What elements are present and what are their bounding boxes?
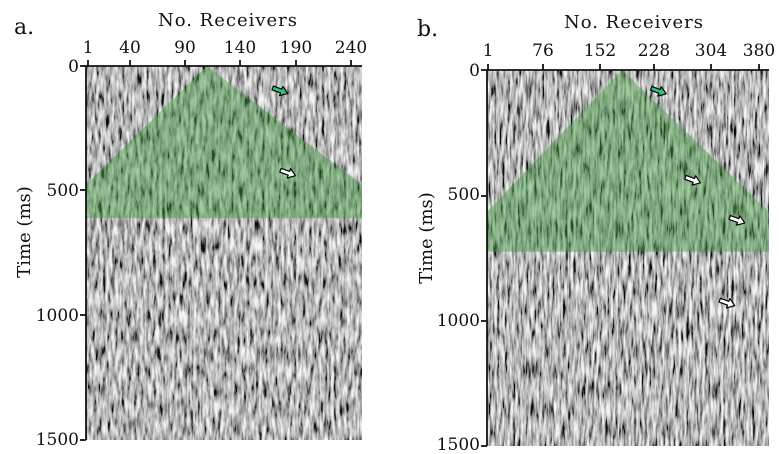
panel-a-axes <box>80 60 362 441</box>
panel-b-ytick-label: 1500 <box>437 435 480 454</box>
panel-a-xtick-label: 240 <box>335 38 367 58</box>
panel-b-ytick-label: 1000 <box>437 311 480 331</box>
panel-a-ylabel: Time (ms) <box>14 186 35 278</box>
panel-a-seismic-texture <box>86 66 362 440</box>
panel-b-xlabel: No. Receivers <box>564 12 704 33</box>
panel-a-yticklabels: 0 500 1000 1500 <box>36 57 79 450</box>
panel-a-xlabel: No. Receivers <box>158 10 298 31</box>
panel-b-xtick-label: 380 <box>743 41 775 61</box>
panel-a-green-mask <box>86 66 362 219</box>
panel-a-xtick-label: 90 <box>174 38 196 58</box>
panel-a-ytick-label: 500 <box>47 181 79 201</box>
green-arrow-icon <box>271 85 289 97</box>
panel-b-ytick-label: 0 <box>469 61 480 81</box>
panel-b-letter: b. <box>417 17 438 42</box>
panel-b-ytick-label: 500 <box>448 185 480 205</box>
panel-b-xtick-label: 304 <box>695 41 727 61</box>
panel-b-xtick-label: 152 <box>584 41 616 61</box>
panel-b-seismic-texture <box>487 70 769 446</box>
panel-b-axes <box>481 64 769 447</box>
panel-b-xtick-label: 76 <box>532 41 554 61</box>
panel-a-xtick-label: 40 <box>119 38 141 58</box>
panel-a-xticklabels: 1 40 90 140 190 240 <box>83 38 368 58</box>
panel-a-letter: a. <box>14 15 34 40</box>
panel-b-xtick-label: 1 <box>483 41 494 61</box>
panel-a-ytick-label: 1500 <box>36 430 79 450</box>
panel-b-xticklabels: 1 76 152 228 304 380 <box>483 41 776 61</box>
white-arrow-icon <box>279 167 297 179</box>
white-arrow-icon <box>728 214 746 226</box>
panel-b-green-mask <box>487 70 769 252</box>
panel-b-ylabel: Time (ms) <box>416 192 437 284</box>
panel-a-ytick-label: 1000 <box>36 306 79 326</box>
panel-a-xtick-label: 190 <box>280 38 312 58</box>
panel-a-xtick-label: 1 <box>83 38 94 58</box>
panel-a: a. No. Receivers 1 40 90 140 190 240 Tim… <box>14 10 367 450</box>
panel-a-xtick-label: 140 <box>224 38 256 58</box>
white-arrow-icon <box>684 174 702 186</box>
panel-a-ytick-label: 0 <box>68 57 79 77</box>
panel-b-arrows <box>649 85 746 309</box>
white-arrow-icon <box>718 297 736 309</box>
panel-a-arrows <box>271 85 297 179</box>
green-arrow-icon <box>649 85 667 97</box>
panel-b-yticklabels: 0 500 1000 1500 <box>437 61 480 454</box>
panel-b-xtick-label: 228 <box>638 41 670 61</box>
panel-b: b. No. Receivers 1 76 152 228 304 380 Ti… <box>416 12 775 454</box>
